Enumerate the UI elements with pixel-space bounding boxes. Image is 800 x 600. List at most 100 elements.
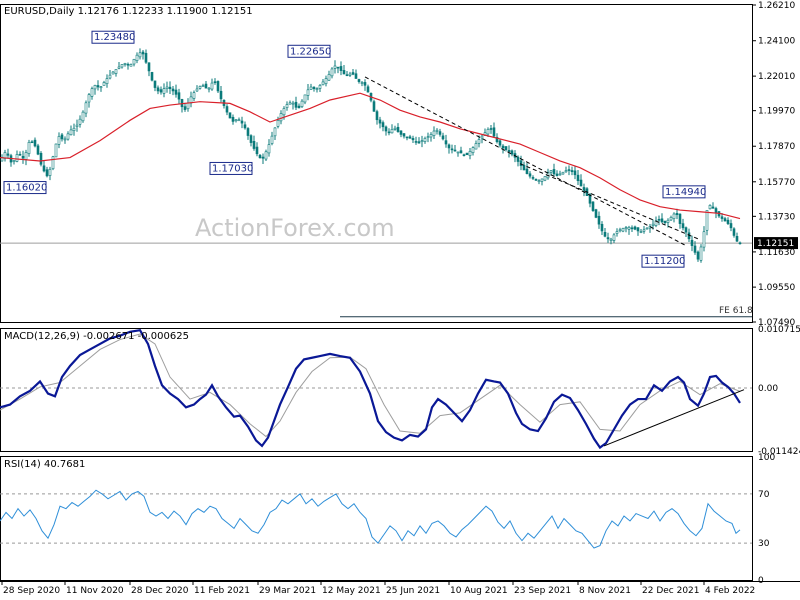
- candle-body: [627, 226, 631, 230]
- candle-body: [273, 127, 277, 137]
- candle-body: [108, 74, 112, 79]
- candle-body: [639, 231, 643, 233]
- candle-body: [510, 150, 514, 155]
- candle-body: [594, 209, 598, 218]
- candle-body: [12, 160, 16, 162]
- candle-body: [120, 64, 124, 68]
- candle-body: [630, 227, 634, 230]
- candle-body: [633, 226, 637, 230]
- candle-body: [234, 119, 238, 122]
- candle-body: [111, 71, 115, 75]
- candle-body: [156, 87, 160, 92]
- candle-body: [405, 136, 409, 139]
- candle-body: [522, 164, 526, 171]
- candles: [0, 48, 742, 263]
- candle-body: [723, 218, 727, 222]
- candle-body: [615, 231, 619, 234]
- candle-body: [669, 217, 673, 221]
- macd-tick-label: 0.010715: [758, 325, 800, 335]
- candle-body: [294, 101, 298, 108]
- candle-body: [357, 79, 361, 82]
- candle-body: [600, 223, 604, 232]
- candle-body: [129, 64, 133, 67]
- candle-body: [507, 149, 511, 152]
- candle-body: [192, 92, 196, 99]
- candle-body: [609, 238, 613, 241]
- price-tick-label: 1.26210: [758, 1, 795, 11]
- macd-tick-label: 0.00: [758, 384, 778, 394]
- candle-body: [456, 151, 460, 154]
- candle-body: [450, 148, 454, 151]
- candle-body: [663, 220, 667, 224]
- candle-body: [75, 124, 79, 127]
- candle-body: [414, 141, 418, 143]
- watermark: ActionForex.com: [195, 214, 395, 242]
- candle-body: [447, 144, 451, 149]
- time-tick-label: 25 Jun 2021: [386, 586, 440, 596]
- macd-tick-label: -0.011424: [758, 447, 800, 457]
- candle-body: [210, 82, 214, 90]
- price-annotation-label: 1.22650: [290, 46, 331, 57]
- candle-body: [651, 223, 655, 226]
- candle-body: [288, 102, 292, 105]
- candle-body: [726, 219, 730, 224]
- candle-body: [258, 154, 262, 159]
- time-tick-label: 8 Nov 2021: [579, 586, 631, 596]
- candle-body: [693, 245, 697, 253]
- candle-body: [645, 227, 649, 230]
- candle-body: [555, 173, 559, 176]
- candle-body: [321, 81, 325, 86]
- moving-average-line: [0, 92, 741, 220]
- price-trendline: [364, 76, 687, 247]
- time-tick-label: 4 Feb 2022: [705, 586, 755, 596]
- candle-body: [495, 136, 499, 143]
- candle-body: [276, 120, 280, 127]
- macd-line: [0, 328, 741, 450]
- candle-body: [489, 128, 493, 130]
- candle-body: [63, 138, 67, 141]
- macd-title: MACD(12,26,9) -0.002671 -0.000625: [4, 331, 189, 342]
- price-annotation-label: 1.23480: [94, 32, 135, 43]
- candle-body: [468, 151, 472, 156]
- candle-body: [543, 176, 547, 181]
- candle-body: [453, 149, 457, 152]
- candle-body: [48, 168, 52, 176]
- candle-body: [348, 73, 352, 76]
- candle-body: [270, 135, 274, 144]
- candle-body: [87, 94, 91, 103]
- fe-level-label: FE 61.8: [719, 306, 753, 316]
- candle-body: [105, 78, 109, 84]
- candle-body: [339, 66, 343, 71]
- candle-body: [336, 66, 340, 69]
- candle-body: [402, 133, 406, 137]
- candle-body: [516, 156, 520, 162]
- candle-body: [420, 140, 424, 142]
- rsi-tick-label: 100: [758, 453, 775, 463]
- candle-body: [597, 215, 601, 225]
- macd-trendline: [603, 389, 745, 447]
- candle-body: [315, 88, 319, 91]
- candle-body: [333, 65, 337, 69]
- price-annotation-label: 1.17030: [212, 163, 253, 174]
- candle-body: [714, 208, 718, 213]
- candle-body: [432, 130, 436, 136]
- last-price-label: 1.12151: [757, 239, 794, 249]
- candle-body: [486, 129, 490, 135]
- candle-body: [57, 136, 61, 145]
- candle-body: [381, 122, 385, 128]
- candle-body: [327, 74, 331, 81]
- candle-body: [306, 89, 310, 96]
- candle-body: [705, 210, 709, 231]
- candle-body: [684, 227, 688, 233]
- candle-body: [657, 219, 661, 221]
- candle-body: [642, 229, 646, 232]
- time-tick-label: 28 Sep 2020: [3, 586, 60, 596]
- time-tick-label: 28 Dec 2020: [131, 586, 189, 596]
- candle-body: [378, 119, 382, 124]
- candle-body: [96, 85, 100, 88]
- candle-body: [66, 133, 70, 140]
- time-tick-label: 23 Sep 2021: [514, 586, 571, 596]
- candle-body: [573, 170, 577, 176]
- candle-body: [279, 113, 283, 122]
